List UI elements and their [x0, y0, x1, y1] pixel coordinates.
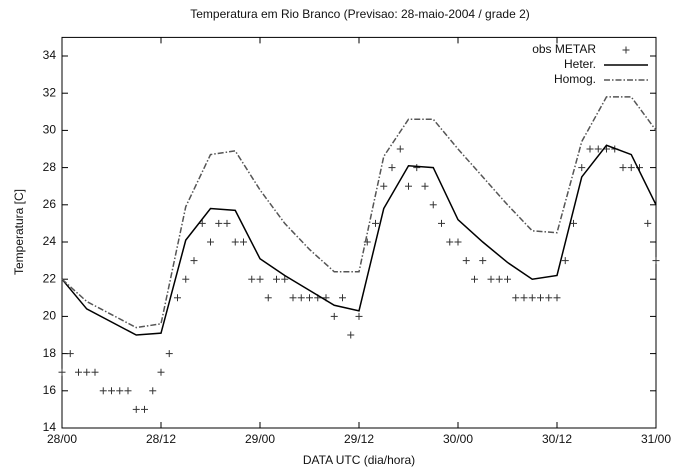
data-point — [446, 238, 454, 246]
y-tick-label: 32 — [43, 85, 57, 99]
data-point — [83, 368, 91, 376]
data-point — [207, 238, 214, 246]
data-point — [165, 350, 173, 358]
data-point — [578, 164, 586, 172]
data-point — [141, 405, 148, 413]
y-axis-label: Temperatura [C] — [12, 189, 26, 275]
y-tick-label: 34 — [43, 48, 57, 62]
y-tick-label: 24 — [43, 234, 57, 248]
data-point — [471, 275, 478, 283]
data-point — [537, 294, 544, 302]
data-point — [182, 275, 190, 283]
y-tick-label: 20 — [43, 309, 57, 323]
data-point — [622, 46, 630, 54]
data-point — [553, 294, 561, 302]
data-point — [240, 238, 247, 246]
data-point — [413, 164, 421, 172]
data-point — [627, 164, 635, 172]
data-point — [619, 164, 627, 172]
data-point — [586, 145, 594, 153]
y-tick-label: 14 — [43, 420, 57, 434]
x-axis-label: DATA UTC (dia/hora) — [303, 453, 415, 467]
data-point — [264, 294, 272, 302]
data-point — [561, 257, 569, 265]
x-tick-label: 29/12 — [344, 432, 374, 446]
x-tick-label: 28/00 — [47, 432, 77, 446]
y-tick-label: 18 — [43, 346, 57, 360]
data-point — [388, 164, 396, 172]
data-point — [528, 294, 536, 302]
data-point — [223, 219, 231, 227]
data-point — [512, 294, 520, 302]
data-point — [58, 368, 66, 376]
y-tick-label: 26 — [43, 197, 57, 211]
y-tick-label: 22 — [43, 271, 57, 285]
chart-title: Temperatura em Rio Branco (Previsao: 28-… — [190, 7, 530, 21]
data-point — [421, 182, 429, 190]
data-point — [108, 387, 115, 395]
data-point — [248, 275, 256, 283]
data-point — [157, 368, 165, 376]
plot-frame — [61, 36, 657, 429]
data-point — [330, 312, 338, 320]
data-point — [124, 387, 132, 395]
data-point — [405, 182, 412, 190]
data-point — [306, 294, 313, 302]
y-tick-label: 16 — [43, 383, 57, 397]
data-point — [75, 368, 82, 376]
data-point — [396, 145, 404, 153]
series-line — [61, 96, 657, 329]
series-line — [61, 144, 657, 336]
data-point — [429, 201, 437, 209]
data-point — [454, 238, 462, 246]
data-point — [174, 294, 181, 302]
data-point — [487, 275, 495, 283]
data-point — [545, 294, 553, 302]
data-point — [570, 219, 577, 227]
data-point — [66, 350, 74, 358]
data-point — [198, 219, 206, 227]
data-point — [594, 145, 602, 153]
data-point — [520, 294, 528, 302]
data-point — [149, 387, 157, 395]
data-point — [190, 257, 198, 265]
data-point — [363, 238, 371, 246]
data-point — [495, 275, 503, 283]
y-tick-label: 28 — [43, 160, 57, 174]
data-point — [462, 257, 470, 265]
x-tick-label: 29/00 — [245, 432, 275, 446]
data-point — [116, 387, 124, 395]
legend-label: obs METAR — [532, 42, 596, 56]
data-point — [347, 331, 355, 339]
data-point — [215, 219, 223, 227]
data-point — [504, 275, 511, 283]
data-point — [273, 275, 280, 283]
data-point — [438, 219, 445, 227]
x-tick-label: 31/00 — [641, 432, 671, 446]
data-point — [644, 219, 652, 227]
data-point — [380, 182, 388, 190]
y-tick-label: 30 — [43, 123, 57, 137]
data-point — [479, 257, 487, 265]
legend-label: Homog. — [554, 72, 596, 86]
data-point — [652, 257, 660, 265]
x-tick-label: 30/12 — [542, 432, 572, 446]
data-point — [289, 294, 297, 302]
data-point — [339, 294, 346, 302]
data-point — [91, 368, 99, 376]
data-point — [231, 238, 239, 246]
data-point — [355, 312, 363, 320]
x-tick-label: 30/00 — [443, 432, 473, 446]
data-point — [372, 219, 379, 227]
data-point — [256, 275, 264, 283]
x-tick-label: 28/12 — [146, 432, 176, 446]
data-point — [281, 275, 289, 283]
data-point — [132, 405, 140, 413]
legend-label: Heter. — [564, 57, 596, 71]
data-point — [297, 294, 305, 302]
data-point — [99, 387, 107, 395]
